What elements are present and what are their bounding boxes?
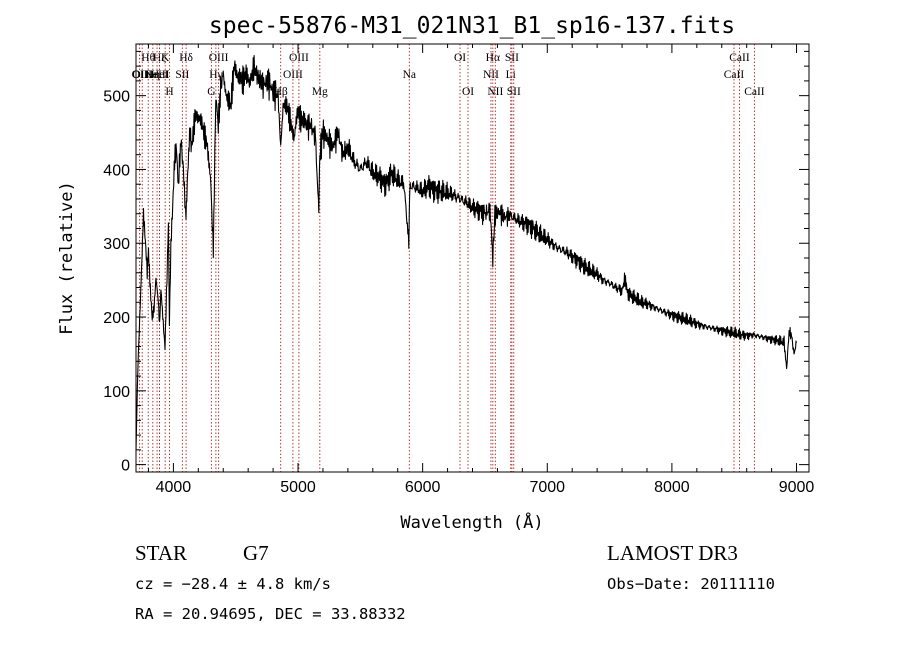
x-tick-label: 4000 [156, 479, 192, 496]
line-marker-label: Na [403, 69, 416, 81]
line-marker-label: NII [487, 86, 503, 98]
line-marker-label: Hη [146, 69, 160, 81]
y-axis-label: Flux (relative) [57, 181, 77, 335]
plot-frame [135, 43, 810, 473]
line-marker-label: OI [454, 52, 466, 64]
line-marker-label: SII [175, 69, 189, 81]
line-marker-label: SII [507, 86, 521, 98]
y-tick-label: 400 [103, 162, 130, 179]
line-marker-label: OIII [209, 52, 229, 64]
chart-title: spec-55876-M31_021N31_B1_sp16-137.fits [209, 13, 735, 39]
flux-series [135, 55, 798, 451]
line-marker-label: Hθ [141, 52, 155, 64]
y-tick-label: 300 [103, 236, 130, 253]
line-marker-label: NeIII [145, 69, 170, 81]
line-marker-label: HeI [151, 69, 168, 81]
x-tick-label: 7000 [529, 479, 565, 496]
y-tick-label: 500 [103, 89, 130, 106]
survey-name: LAMOST DR3 [607, 541, 738, 565]
line-marker-label: OIII [283, 69, 303, 81]
x-tick-label: 9000 [779, 479, 815, 496]
line-markers: OIIOIIIHθHηNeIIIHζHeIKHSIIHδGHγOIIIHβOII… [132, 44, 765, 472]
line-marker-label: OIII [289, 52, 309, 64]
y-tick-label: 0 [121, 458, 130, 475]
line-marker-label: OI [462, 86, 474, 98]
line-marker-label: K [161, 52, 170, 64]
object-subclass: G7 [243, 541, 269, 565]
x-tick-label: 5000 [280, 479, 316, 496]
x-tick-label: 8000 [654, 479, 690, 496]
line-marker-label: Hα [486, 52, 500, 64]
line-marker-label: Mg [312, 86, 328, 98]
line-marker-label: OIII [132, 69, 152, 81]
coords-text: RA = 20.94695, DEC = 33.88332 [135, 605, 406, 623]
line-marker-label: NII [483, 69, 499, 81]
y-tick-label: 100 [103, 384, 130, 401]
obs-date-text: Obs−Date: 20111110 [607, 575, 775, 593]
redshift-text: cz = −28.4 ± 4.8 km/s [135, 575, 331, 593]
object-class: STAR [135, 541, 187, 565]
y-tick-label: 200 [103, 310, 130, 327]
line-marker-label: Hδ [179, 52, 193, 64]
x-tick-label: 6000 [405, 479, 441, 496]
axis-ticks: 4000 5000 6000 7000 8000 9000 0 100 200 300 400 500 [103, 44, 814, 496]
line-marker-label: Hγ [209, 69, 222, 81]
line-marker-label: H [165, 86, 173, 98]
line-marker-label: CaII [744, 86, 765, 98]
x-axis-label: Wavelength (Å) [400, 511, 543, 533]
line-marker-label: Li [506, 69, 516, 81]
line-marker-label: SII [505, 52, 519, 64]
line-marker-label: CaII [729, 52, 750, 64]
line-marker-label: G [207, 86, 215, 98]
line-marker-label: CaII [724, 69, 745, 81]
